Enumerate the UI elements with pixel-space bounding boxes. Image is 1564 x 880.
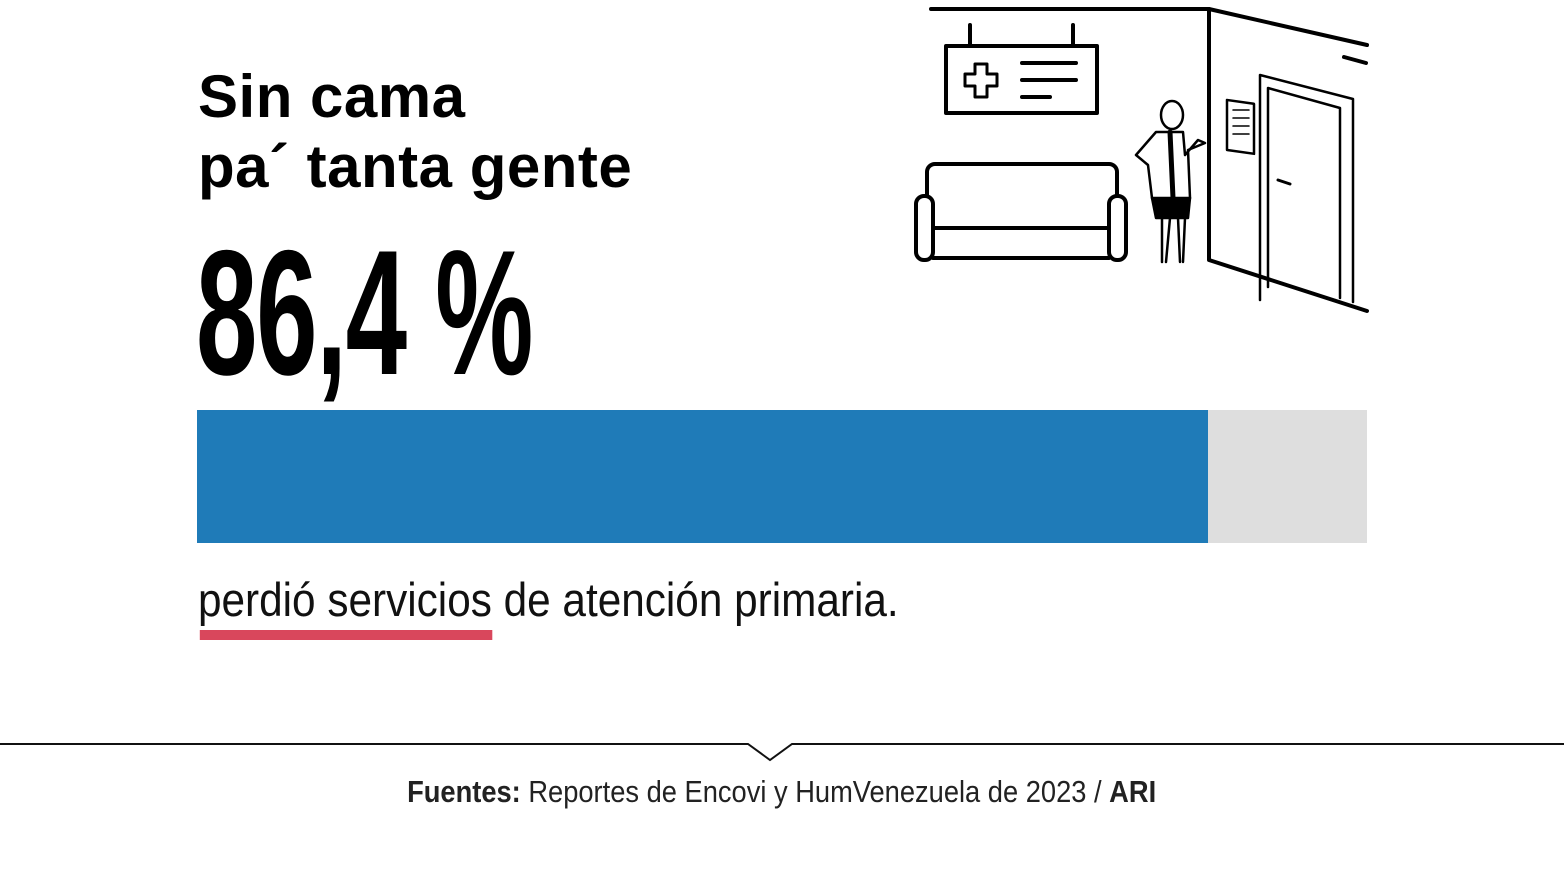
doctor-icon — [1134, 99, 1207, 264]
description-rest: de atención primaria. — [491, 573, 899, 626]
headline-line-1: Sin cama — [198, 63, 466, 130]
divider-with-notch — [0, 743, 1564, 762]
source-line: Fuentes: Reportes de Encovi y HumVenezue… — [0, 774, 1564, 810]
stat-value: 86,4 % — [196, 213, 533, 412]
highlighted-text: perdió servicios — [198, 573, 492, 640]
door-icon — [1225, 73, 1355, 304]
progress-bar-track — [197, 410, 1367, 543]
progress-bar-fill — [197, 410, 1208, 543]
hospital-waiting-room-illustration — [914, 7, 1369, 313]
headline: Sin cama pa´ tanta gente — [198, 62, 632, 202]
source-text: Reportes de Encovi y HumVenezuela de 202… — [521, 774, 1110, 809]
source-label: Fuentes: — [407, 774, 522, 809]
sofa-icon — [914, 162, 1128, 262]
hospital-sign-icon — [944, 23, 1099, 115]
stat-description: perdió servicios de atención primaria. — [198, 572, 899, 640]
headline-line-2: pa´ tanta gente — [198, 133, 633, 200]
source-credit: ARI — [1109, 774, 1157, 809]
